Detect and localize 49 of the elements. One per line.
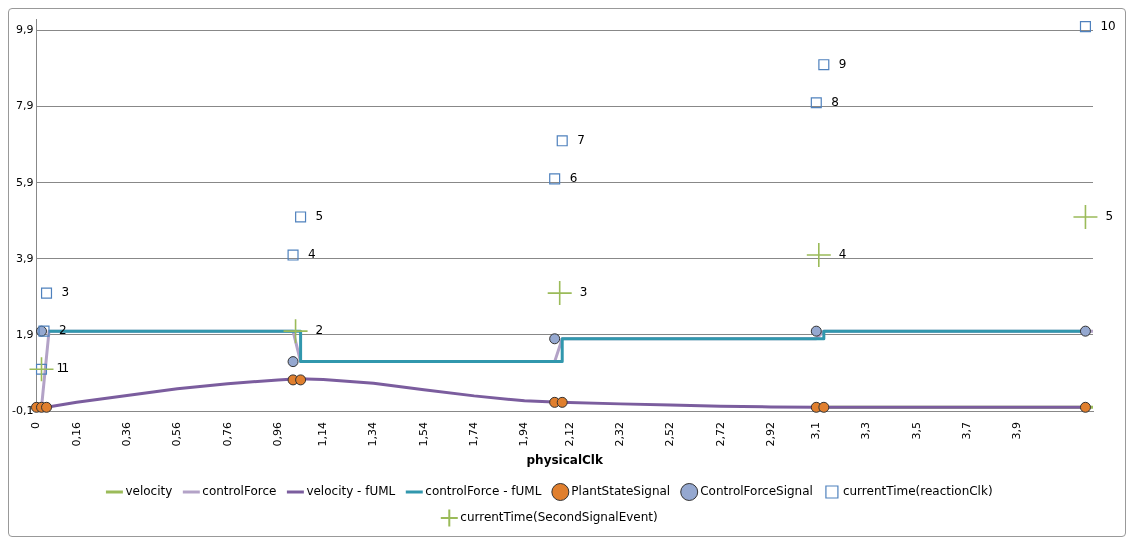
data-label: 5 (1105, 209, 1114, 224)
x-tick-label: 2,72 (713, 422, 727, 447)
x-tick-label: 3,1 (809, 422, 823, 440)
data-label: 3 (61, 285, 70, 300)
x-tick-label: 1,94 (517, 422, 531, 447)
x-tick-label: 1,74 (467, 422, 481, 447)
y-tick-label: 1,9 (15, 327, 34, 341)
legend-label: PlantStateSignal (571, 484, 671, 499)
legend-label: ControlForceSignal (700, 484, 813, 499)
y-tick-label: -0,1 (11, 403, 34, 417)
x-tick-label: 0,36 (119, 422, 133, 447)
y-tick-label: 3,9 (15, 251, 34, 265)
x-tick-label: 0,76 (220, 422, 234, 447)
x-tick-label: 1,54 (416, 422, 430, 447)
data-label: 9 (838, 56, 847, 71)
x-tick-label: 0 (29, 422, 43, 430)
data-label: 7 (577, 132, 585, 147)
x-tick-label: 2,52 (663, 422, 677, 447)
data-label: 10 (1100, 18, 1116, 33)
legend-label: velocity (125, 484, 173, 499)
x-tick-label: 2,12 (562, 422, 576, 447)
y-tick-label: 5,9 (15, 175, 34, 189)
legend-label: controlForce (202, 484, 277, 499)
x-tick-label: 2,32 (612, 422, 626, 447)
x-axis-title: physicalClk (526, 452, 604, 467)
data-label: 6 (569, 171, 578, 186)
x-tick-label: 3,5 (909, 422, 923, 440)
legend-label: velocity - fUML (306, 484, 396, 499)
legend-label: currentTime(SecondSignalEvent) (460, 510, 658, 525)
data-label: 8 (831, 94, 839, 109)
data-label: 4 (308, 247, 316, 262)
y-tick-label: 9,9 (15, 23, 34, 37)
x-tick-label: 0,56 (170, 422, 184, 447)
legend-label: controlForce - fUML (425, 484, 542, 499)
data-label: 1 (61, 361, 70, 376)
x-tick-label: 0,96 (270, 422, 284, 447)
x-tick-label: 3,7 (960, 422, 974, 440)
data-label: 5 (315, 209, 324, 224)
x-tick-label: 3,3 (859, 422, 873, 440)
data-label: 4 (838, 247, 847, 262)
x-tick-label: 3,9 (1010, 422, 1024, 440)
x-tick-label: 0,16 (69, 422, 83, 447)
x-tick-label: 1,34 (366, 422, 380, 447)
data-label: 3 (579, 285, 588, 300)
data-label: 2 (315, 323, 324, 338)
y-tick-label: 7,9 (15, 99, 34, 113)
x-tick-label: 1,14 (316, 422, 330, 447)
legend-label: currentTime(reactionClk) (842, 484, 993, 499)
x-tick-label: 2,92 (763, 422, 777, 447)
